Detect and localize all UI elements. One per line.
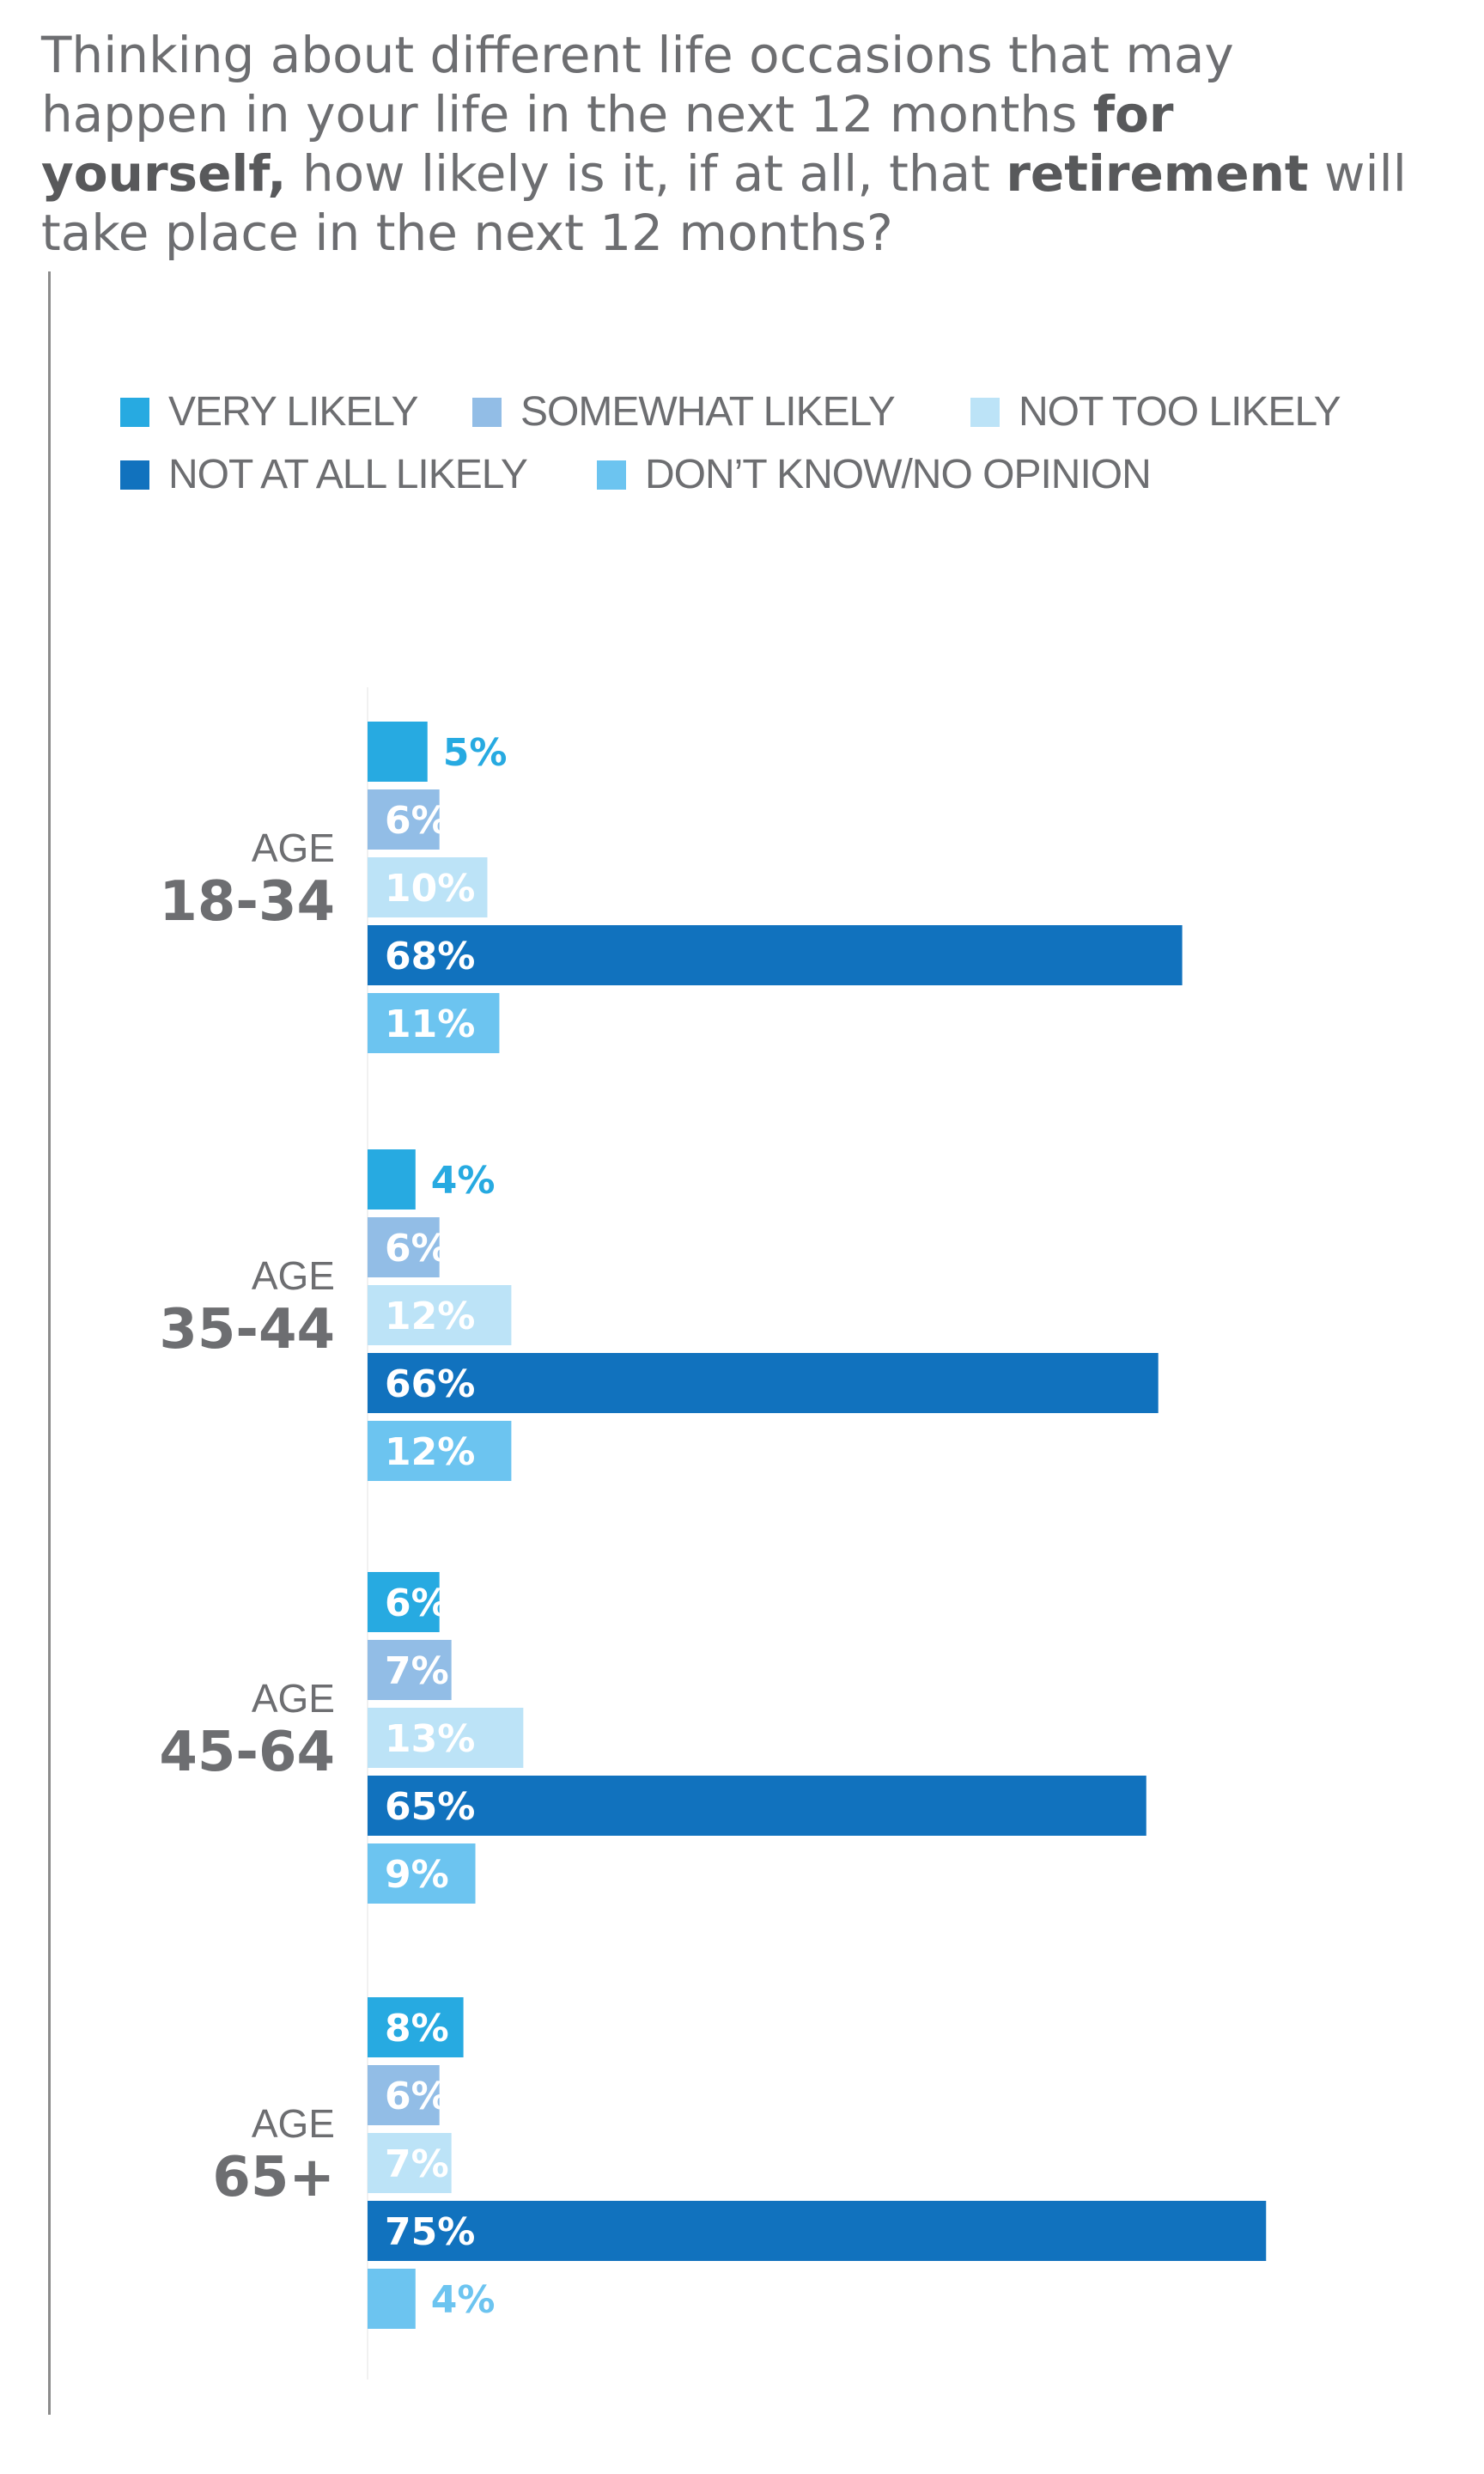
legend-swatch: [597, 460, 626, 490]
bar: [368, 1572, 440, 1632]
legend-label: SOMEWHAT LIKELY: [520, 389, 896, 435]
title-bold-retirement: retirement: [1006, 144, 1309, 203]
legend-swatch: [472, 397, 502, 427]
group-prefix-label: AGE: [252, 2101, 335, 2146]
legend-label: VERY LIKELY: [168, 389, 419, 435]
title-text-1: Thinking about different life occasions …: [41, 26, 1234, 143]
bar: [368, 857, 488, 917]
bar-value-label: 6%: [385, 1227, 449, 1271]
legend-item: NOT TOO LIKELY: [970, 388, 1341, 436]
legend-swatch: [120, 397, 149, 427]
group-category-label: 65+: [212, 2146, 335, 2209]
bar: [368, 1997, 464, 2057]
bar: [368, 1353, 1159, 1413]
group-category-label: 45-64: [159, 1721, 335, 1784]
legend-item: DON’T KNOW/NO OPINION: [597, 451, 1152, 498]
legend-label: NOT TOO LIKELY: [1019, 389, 1341, 435]
bar: [368, 993, 500, 1053]
bar-value-label: 6%: [385, 2075, 449, 2118]
chart-title: Thinking about different life occasions …: [41, 26, 1415, 263]
title-bold-for-yourself: for yourself,: [41, 85, 1174, 203]
title-text-3: will take place in the next 12 months?: [41, 144, 1407, 262]
bar: [368, 2065, 440, 2125]
legend-item: NOT AT ALL LIKELY: [120, 451, 528, 498]
bar: [368, 1843, 476, 1904]
bar: [368, 789, 440, 850]
title-text-2: how likely is it, if at all, that: [286, 144, 1007, 203]
bar-value-label: 9%: [385, 1853, 449, 1897]
group-prefix-label: AGE: [252, 1676, 335, 1721]
bar: [368, 1776, 1146, 1836]
bar-value-label: 7%: [385, 2142, 449, 2186]
bar: [368, 1708, 524, 1768]
legend-label: NOT AT ALL LIKELY: [168, 452, 528, 497]
bar-value-label: 75%: [385, 2210, 475, 2254]
bar-value-label: 6%: [385, 1581, 449, 1625]
bar: [368, 2133, 452, 2193]
group-prefix-label: AGE: [252, 1253, 335, 1298]
bar: [368, 1285, 512, 1345]
bar-value-label: 4%: [431, 1159, 496, 1203]
bar: [368, 1421, 512, 1481]
legend-swatch: [970, 397, 1000, 427]
group-category-label: 35-44: [159, 1298, 335, 1362]
bar-value-label: 8%: [385, 2007, 449, 2050]
bar-value-label: 10%: [385, 867, 475, 911]
bar: [368, 925, 1183, 985]
bar-value-label: 4%: [431, 2278, 496, 2322]
bar: [368, 2269, 416, 2329]
bar: [368, 2201, 1267, 2261]
bar: [368, 1149, 416, 1210]
bar-value-label: 66%: [385, 1362, 475, 1406]
left-divider-rule: [48, 271, 51, 2415]
bar-value-label: 7%: [385, 1649, 449, 1693]
legend-label: DON’T KNOW/NO OPINION: [645, 452, 1152, 497]
bar: [368, 1217, 440, 1277]
bar: [368, 1640, 452, 1700]
legend-item: VERY LIKELY: [120, 388, 419, 436]
legend-item: SOMEWHAT LIKELY: [472, 388, 896, 436]
bar-value-label: 11%: [385, 1002, 475, 1046]
legend-swatch: [120, 460, 149, 490]
group-category-label: 18-34: [159, 870, 335, 934]
bar-value-label: 13%: [385, 1717, 475, 1761]
bar-value-label: 12%: [385, 1430, 475, 1474]
bar-value-label: 68%: [385, 935, 475, 978]
bar: [368, 722, 428, 782]
group-prefix-label: AGE: [252, 826, 335, 870]
bar-value-label: 5%: [443, 731, 508, 775]
bar-value-label: 12%: [385, 1295, 475, 1338]
bar-value-label: 6%: [385, 799, 449, 843]
bar-value-label: 65%: [385, 1785, 475, 1829]
